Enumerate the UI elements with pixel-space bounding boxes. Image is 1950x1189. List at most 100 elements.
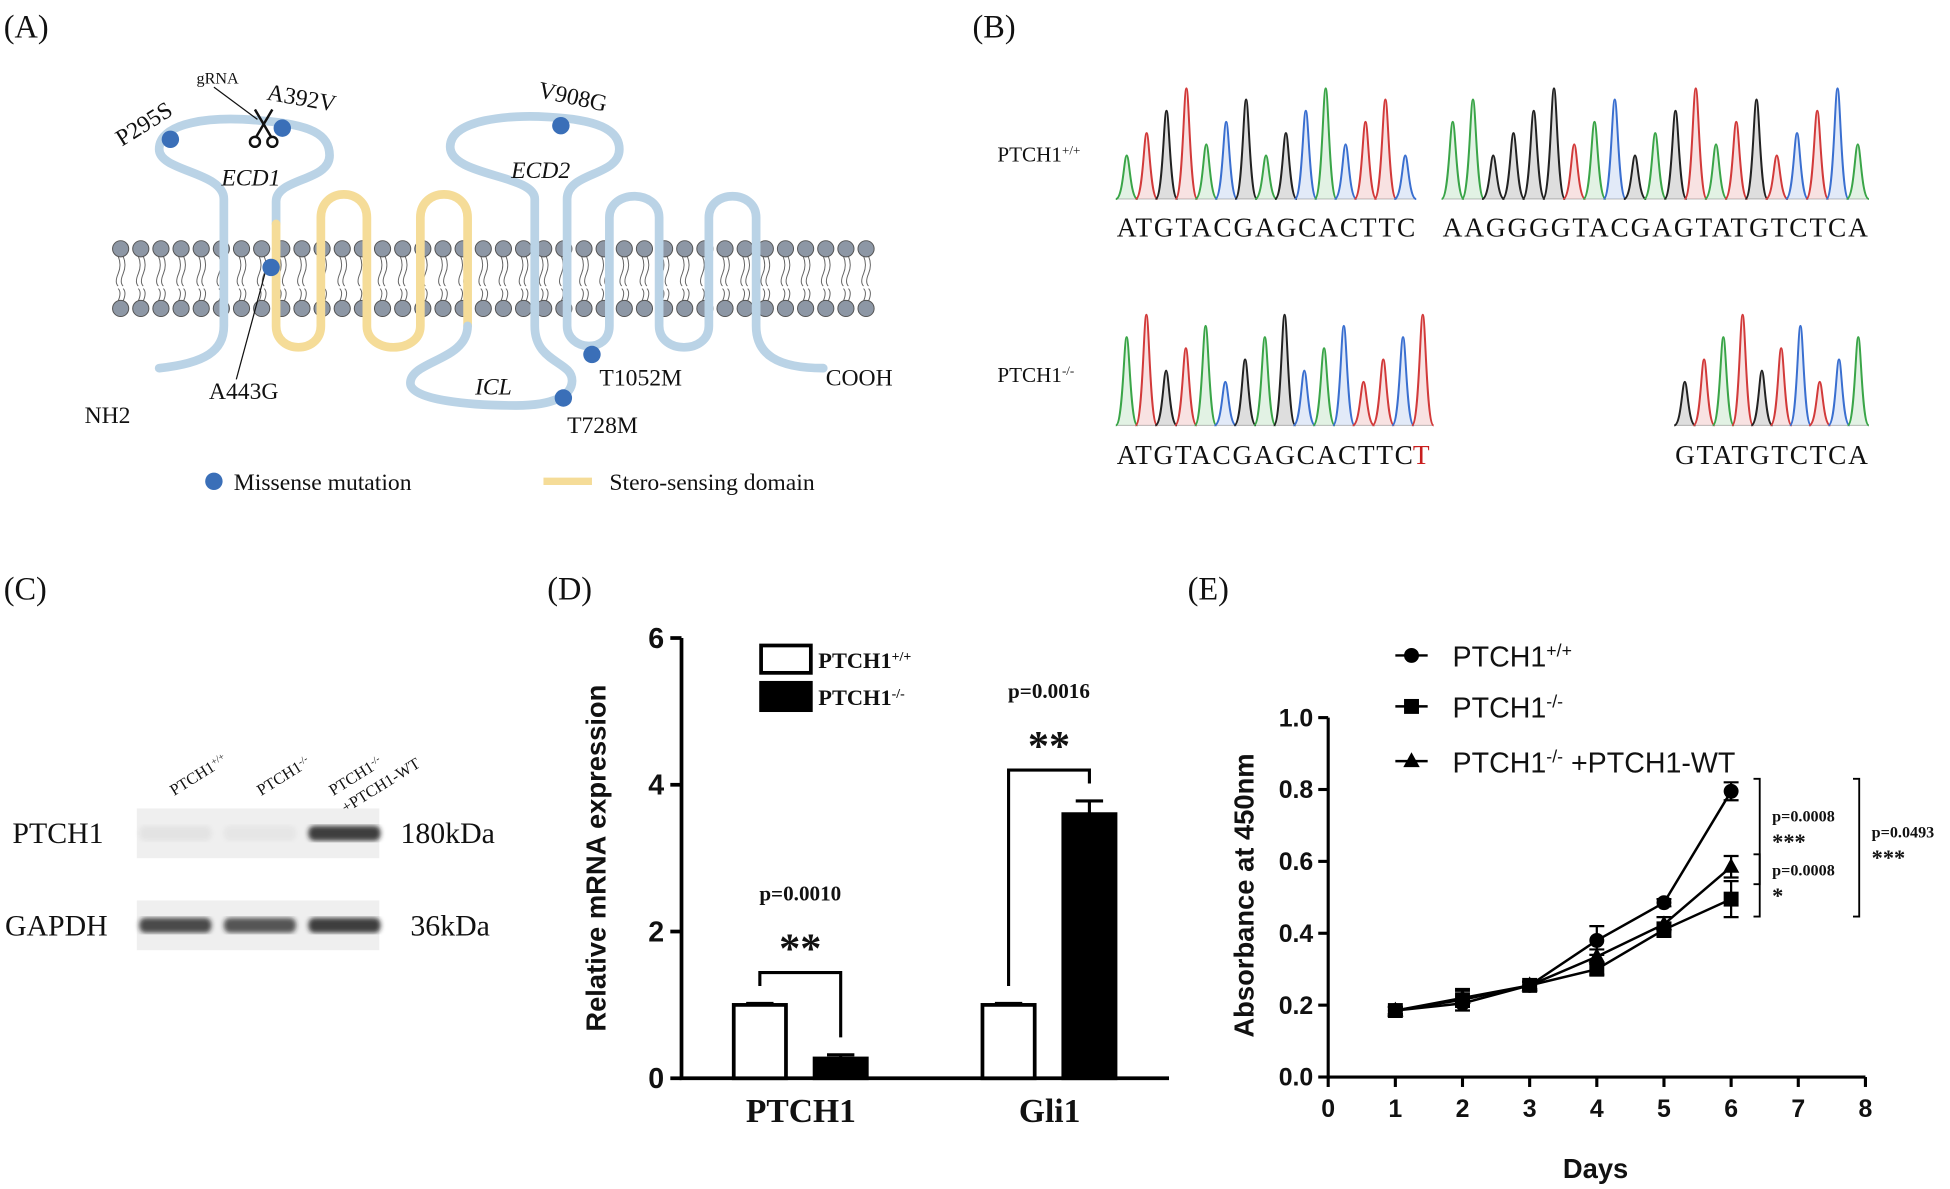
lipid-head xyxy=(817,299,835,318)
lipid-tail xyxy=(861,256,871,302)
lipid-tail xyxy=(176,256,186,302)
lipid-tail xyxy=(760,256,771,302)
lipid-head xyxy=(192,240,210,258)
blot-band xyxy=(223,917,296,933)
significance-stars: ** xyxy=(1028,723,1070,770)
legend-label: PTCH1-/- xyxy=(1453,692,1564,725)
panel-label: (A) xyxy=(4,8,49,44)
legend-marker xyxy=(1404,647,1419,663)
trace-peak xyxy=(1253,336,1277,427)
lipid-head xyxy=(293,240,311,258)
lipid-head xyxy=(716,299,734,318)
trace-peak xyxy=(1373,98,1398,201)
error-bar xyxy=(746,1001,774,1005)
trace-peak xyxy=(1784,132,1810,201)
significance-stars: *** xyxy=(1772,829,1806,854)
trace-peak xyxy=(1174,87,1199,201)
mutation-label: T1052M xyxy=(599,366,682,392)
mutation-sites xyxy=(161,116,601,491)
x-tick-label: PTCH1 xyxy=(746,1093,856,1130)
trace-peak xyxy=(1193,324,1218,427)
lipid-tail xyxy=(619,256,630,302)
mutation-label: A392V xyxy=(265,80,338,118)
lipid-head xyxy=(776,299,795,318)
genotype-label: PTCH1+/+ xyxy=(997,142,1080,166)
legend-marker xyxy=(1404,698,1419,714)
trace-peak xyxy=(1808,380,1832,427)
x-tick-label: 8 xyxy=(1859,1095,1873,1123)
y-tick-label: 2 xyxy=(648,916,664,948)
bar xyxy=(731,1003,788,1081)
y-tick-label: 1.0 xyxy=(1279,704,1314,732)
x-axis-label: Days xyxy=(1563,1153,1628,1184)
lane-label: PTCH1-/- xyxy=(254,753,313,799)
sequence-read: ATGTACGAGCACTTC xyxy=(1117,212,1415,242)
lipid-tail xyxy=(135,256,146,302)
protein-label: PTCH1 xyxy=(12,817,103,850)
trace-peak xyxy=(1703,143,1729,201)
lipid-head xyxy=(797,299,815,318)
trace-peak xyxy=(1273,132,1298,201)
sequence-insert: T xyxy=(1413,440,1430,470)
lipid-head xyxy=(575,299,593,318)
lipid-head xyxy=(797,240,815,258)
lipid-head xyxy=(857,299,875,318)
lipid-tail xyxy=(538,256,549,302)
lipid-tail xyxy=(498,256,509,302)
trace-peak xyxy=(1194,143,1219,201)
significance-bracket xyxy=(758,971,843,1038)
legend-label: Stero-sensing domain xyxy=(609,470,814,496)
trace-peak xyxy=(1769,347,1793,427)
trace-peak xyxy=(1744,98,1769,201)
lipid-tail xyxy=(478,256,489,302)
trace-peak xyxy=(1731,313,1755,427)
error-bar xyxy=(1075,799,1104,815)
legend-marker xyxy=(1403,752,1420,768)
lipid-tail xyxy=(337,256,348,302)
lipid-tail xyxy=(841,256,851,302)
membrane xyxy=(112,240,875,318)
trace-peak xyxy=(1541,87,1567,201)
protein-label: GAPDH xyxy=(5,909,108,942)
x-tick-label: 7 xyxy=(1791,1095,1805,1123)
line xyxy=(1395,897,1732,1012)
x-tick-label: 1 xyxy=(1388,1095,1402,1123)
terminus-label: COOH xyxy=(826,366,893,392)
lipid-head xyxy=(172,240,190,258)
trace-peak xyxy=(1805,109,1830,201)
lipid-head xyxy=(615,240,633,258)
trace-peak xyxy=(1254,154,1278,201)
trace-peak xyxy=(1846,336,1870,427)
trace-peak xyxy=(1114,336,1139,427)
significance-stars: * xyxy=(1772,883,1783,908)
domain-label: ECD2 xyxy=(510,158,570,184)
lipid-head xyxy=(434,240,452,258)
marker xyxy=(1454,989,1471,1004)
p-value: p=0.0010 xyxy=(759,881,841,905)
x-tick-label: Gli1 xyxy=(1019,1093,1081,1130)
significance-bracket xyxy=(1852,777,1861,918)
lipid-head xyxy=(635,299,654,318)
panel-label: (B) xyxy=(973,8,1016,44)
trace-peak xyxy=(1663,109,1688,201)
trace-peak xyxy=(1272,313,1297,427)
lipid-head xyxy=(514,299,533,318)
lipid-tail xyxy=(679,256,690,302)
lipid-tail xyxy=(780,256,791,302)
trace-peak xyxy=(1234,98,1259,201)
lipid-head xyxy=(837,299,855,318)
lipid-head xyxy=(434,299,452,318)
genotype-label: PTCH1-/- xyxy=(997,362,1074,386)
trace-peak xyxy=(1134,132,1159,201)
trace-peak xyxy=(1214,120,1239,201)
bar xyxy=(980,1003,1037,1081)
trace-peak xyxy=(1602,98,1627,201)
bar xyxy=(812,1056,869,1081)
trace-peak xyxy=(1460,98,1486,201)
domain-label: ECD1 xyxy=(220,165,280,191)
lipid-tail xyxy=(518,256,529,302)
legend-swatch xyxy=(759,643,813,675)
trace-peak xyxy=(1788,324,1813,427)
x-tick-label: 3 xyxy=(1523,1095,1537,1123)
